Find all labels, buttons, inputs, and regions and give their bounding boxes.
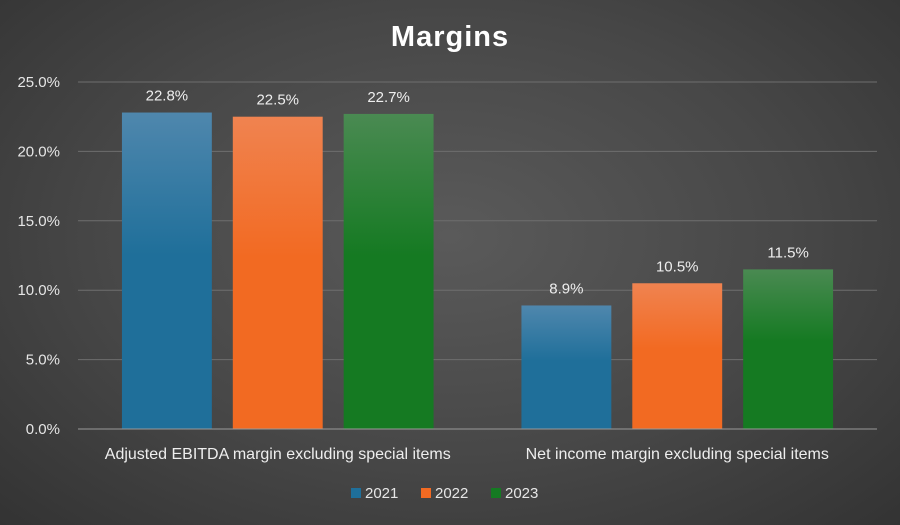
legend-swatch-2021: [351, 488, 361, 498]
y-tick-label: 0.0%: [26, 421, 60, 438]
data-label: 22.5%: [256, 92, 299, 109]
y-tick-label: 5.0%: [26, 352, 60, 369]
chart-title: Margins: [391, 21, 509, 53]
bar-2023-1: [343, 113, 434, 429]
axes: 0.0% 5.0% 10.0% 15.0% 20.0% 25.0% Adjusted EBI…: [17, 74, 877, 463]
data-label: 8.9%: [549, 280, 583, 297]
data-label: 10.5%: [656, 258, 699, 275]
bar-2021-1: [121, 112, 212, 429]
legend-label-2022: 2022: [435, 485, 468, 502]
data-label: 22.8%: [146, 88, 189, 105]
legend-swatch-2023: [491, 488, 501, 498]
y-tick-label: 25.0%: [17, 74, 60, 91]
data-label: 11.5%: [767, 244, 808, 261]
data-label: 22.7%: [367, 89, 410, 106]
legend-label-2021: 2021: [365, 485, 398, 502]
bar-2022-1: [232, 116, 323, 429]
bar-2022-2: [632, 283, 723, 429]
data-labels: 22.8% 22.5% 22.7% 8.9% 10.5% 11.5%: [146, 88, 809, 298]
category-label: Adjusted EBITDA margin excluding special…: [105, 446, 451, 463]
legend-swatch-2022: [421, 488, 431, 498]
bar-2021-2: [521, 305, 612, 429]
category-label: Net income margin excluding special item…: [526, 446, 829, 463]
bar-2023-2: [743, 269, 834, 429]
y-tick-label: 15.0%: [17, 213, 60, 230]
legend-label-2023: 2023: [505, 485, 538, 502]
legend: 2021 2022 2023: [351, 485, 538, 502]
y-tick-label: 20.0%: [17, 143, 60, 160]
bars: [121, 112, 834, 429]
y-tick-label: 10.0%: [17, 282, 60, 299]
